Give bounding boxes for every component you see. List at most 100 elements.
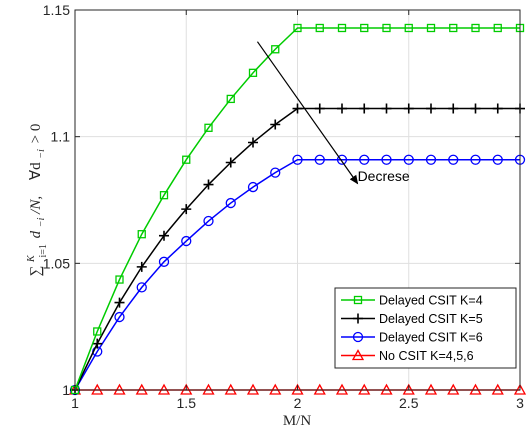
legend: Delayed CSIT K=4 Delayed CSIT K=5 Delayed …	[334, 287, 517, 369]
decrease-label: Decrese	[358, 168, 410, 184]
y-tick-label: 1	[62, 382, 70, 398]
legend-label: No CSIT K=4,5,6	[379, 349, 474, 363]
data-point	[247, 181, 259, 193]
series-2	[69, 154, 526, 396]
y-tick-label: 1.05	[43, 255, 70, 271]
x-tick-label: 2.5	[399, 395, 419, 411]
data-point	[426, 23, 436, 33]
data-point	[337, 103, 347, 114]
data-point	[114, 311, 125, 323]
data-point	[159, 191, 169, 200]
x-tick-label: 3	[516, 395, 524, 411]
data-point	[315, 23, 324, 33]
data-point	[136, 261, 147, 272]
data-point	[426, 103, 436, 114]
series-1	[70, 103, 525, 395]
data-point	[471, 23, 480, 33]
data-point	[292, 154, 303, 165]
y-label-tail: /N,	[28, 196, 44, 215]
y-label-sum: ∑	[28, 266, 44, 277]
data-point	[225, 197, 236, 209]
y-label-body: d	[28, 230, 44, 238]
x-axis-label: M/N	[283, 413, 312, 429]
data-point	[470, 154, 481, 165]
data-point	[448, 154, 459, 165]
data-point	[114, 297, 125, 308]
data-point	[403, 103, 414, 114]
data-point	[159, 230, 169, 241]
data-point	[270, 167, 281, 178]
series-0	[70, 23, 525, 395]
data-point	[381, 154, 392, 165]
ticks: 1 1.5 2 2.5 3 1 1.05 1.1 1.15	[43, 2, 524, 411]
data-point	[492, 103, 503, 114]
data-point	[449, 23, 458, 33]
data-point	[181, 235, 192, 247]
data-point	[248, 137, 258, 148]
data-point	[314, 154, 325, 165]
decrease-arrow	[256, 41, 359, 185]
y-label-forall-sub: −i	[36, 149, 47, 159]
data-point	[248, 68, 258, 77]
svg-text:∑ K i=1 d: ∑ K i=1 d −i /N, ∀d −i > 0	[22, 124, 50, 277]
data-point	[203, 215, 214, 227]
y-label-cond: > 0	[28, 124, 44, 144]
legend-entry: Delayed CSIT K=6	[341, 331, 483, 345]
data-point	[425, 154, 437, 165]
data-point	[204, 123, 213, 132]
x-tick-label: 2	[294, 395, 302, 411]
data-point	[93, 327, 102, 336]
data-point	[292, 103, 303, 114]
annotation: Decrese	[256, 41, 410, 185]
data-point	[225, 157, 236, 168]
y-label-forall: ∀d	[28, 162, 44, 180]
y-axis-label: ∑ K i=1 d −i /N, ∀d −i > 0	[22, 124, 50, 277]
legend-swatch-marker	[351, 349, 365, 361]
data-point	[271, 45, 280, 54]
legend-label: Delayed CSIT K=5	[379, 312, 483, 326]
data-point	[337, 23, 347, 33]
data-point	[404, 23, 413, 33]
data-point	[293, 23, 302, 33]
y-label-body-sub: −i	[36, 217, 47, 227]
y-tick-label: 1.1	[51, 129, 71, 145]
legend-entry: Delayed CSIT K=4	[341, 294, 483, 308]
legend-label: Delayed CSIT K=4	[379, 294, 483, 308]
data-point	[182, 155, 191, 164]
data-point	[115, 275, 124, 284]
data-point	[382, 23, 391, 33]
data-point	[470, 103, 481, 114]
series-line	[74, 27, 520, 391]
data-point	[136, 282, 147, 293]
data-point	[448, 103, 459, 114]
legend-box	[334, 287, 517, 369]
data-point	[381, 103, 392, 114]
data-point	[493, 23, 502, 33]
data-point	[203, 179, 214, 190]
legend-label: Delayed CSIT K=6	[379, 331, 483, 345]
data-point	[360, 23, 369, 33]
x-tick-label: 1.5	[177, 395, 197, 411]
data-point	[314, 103, 325, 114]
x-tick-label: 1	[71, 395, 79, 411]
legend-swatch-marker	[353, 295, 363, 305]
y-label-sub: i=1	[38, 244, 49, 257]
y-label-sup: K	[26, 254, 37, 263]
legend-entry: Delayed CSIT K=5	[341, 312, 483, 326]
legend-entry: No CSIT K=4,5,6	[341, 349, 474, 363]
data-point	[492, 154, 503, 165]
data-point	[270, 119, 281, 130]
data-point	[181, 204, 192, 215]
legend-swatch-marker	[352, 331, 364, 343]
data-point	[359, 154, 370, 165]
series-line	[74, 158, 520, 391]
data-point	[137, 230, 146, 239]
data-point	[403, 154, 414, 165]
data-point	[336, 154, 348, 165]
data-point	[92, 338, 103, 349]
data-point	[158, 256, 170, 267]
data-point	[226, 94, 235, 104]
data-point	[359, 103, 370, 114]
y-tick-label: 1.15	[43, 2, 70, 18]
